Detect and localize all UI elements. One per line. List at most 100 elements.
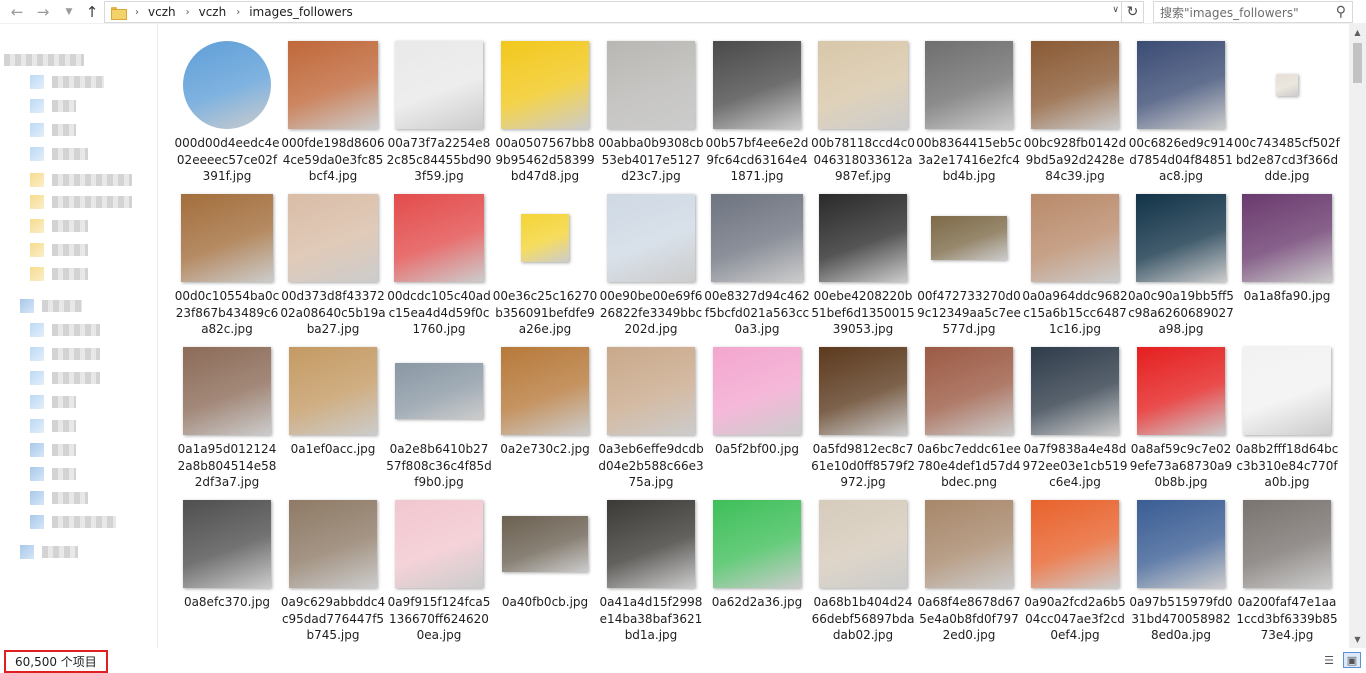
nav-item[interactable] [30,514,116,530]
file-name: 0a6bc7eddc61ee780e4def1d57d4bdec.png [917,442,1021,489]
nav-item[interactable] [20,298,82,314]
file-tile[interactable]: 00e36c25c16270b356091befdfe9a26e.jpg [492,189,598,339]
file-tile[interactable]: 00e8327d94c462f5bcfd021a563cc0a3.jpg [704,189,810,339]
file-name: 0a97b515979fd031bd4700589828ed0a.jpg [1129,595,1233,642]
file-tile[interactable]: 0a5fd9812ec8c761e10d0ff8579f2972.jpg [810,342,916,492]
nav-item[interactable] [30,242,88,258]
file-tile[interactable]: 0a1ef0acc.jpg [280,342,386,492]
thumbnail-frame [1029,345,1121,437]
chevron-right-icon[interactable]: › [135,6,139,18]
file-tile[interactable]: 00b78118ccd4c0046318033612a987ef.jpg [810,36,916,186]
file-tile[interactable]: 0a0a964ddc9682c15a6b15cc64871c16.jpg [1022,189,1128,339]
nav-item[interactable] [30,146,88,162]
image-thumbnail [1031,347,1119,435]
nav-item[interactable] [30,122,76,138]
file-tile[interactable]: 00bc928fb0142d9bd5a92d2428e84c39.jpg [1022,36,1128,186]
chevron-right-icon[interactable]: › [236,6,241,18]
file-tile[interactable]: 0a7f9838a4e48d972ee03e1cb519c6e4.jpg [1022,342,1128,492]
back-button[interactable]: ← [6,2,28,22]
file-tile[interactable]: 00abba0b9308cb53eb4017e5127d23c7.jpg [598,36,704,186]
file-tile[interactable]: 000fde198d86064ce59da0e3fc85bcf4.jpg [280,36,386,186]
details-view-button[interactable]: ☰ [1320,652,1338,668]
file-tile[interactable]: 0a2e730c2.jpg [492,342,598,492]
nav-item[interactable] [30,322,100,338]
nav-item[interactable] [30,442,76,458]
path-box[interactable]: › vczh › vczh › images_followers ∨ [104,1,1122,23]
file-tile[interactable]: 0a97b515979fd031bd4700589828ed0a.jpg [1128,495,1234,645]
file-tile[interactable]: 00e90be00e69f626822fe3349bbc202d.jpg [598,189,704,339]
scrollbar-thumb[interactable] [1353,43,1362,83]
image-thumbnail [925,500,1013,588]
file-tile[interactable]: 0a200faf47e1aa1ccd3bf6339b8573e4.jpg [1234,495,1340,645]
file-tile[interactable]: 0a0c90a19bb5ff5c98a6260689027a98.jpg [1128,189,1234,339]
nav-item[interactable] [4,52,84,68]
blurred-label [52,174,132,186]
nav-item[interactable] [30,266,88,282]
file-tile[interactable]: 000d00d4eedc4e02eeeec57ce02f391f.jpg [174,36,280,186]
file-tile[interactable]: 0a8af59c9c7e029efe73a68730a90b8b.jpg [1128,342,1234,492]
folder-icon [111,6,127,20]
file-tile[interactable]: 0a62d2a36.jpg [704,495,810,645]
large-icons-view-button[interactable]: ▣ [1343,652,1361,668]
file-tile[interactable]: 00ebe4208220b51bef6d135001539053.jpg [810,189,916,339]
search-input[interactable]: 搜索"images_followers" ⚲ [1153,1,1353,23]
nav-item[interactable] [30,370,100,386]
file-tile[interactable]: 00f472733270d09c12349aa5c7ee577d.jpg [916,189,1022,339]
file-tile[interactable]: 00c6826ed9c914d7854d04f84851ac8.jpg [1128,36,1234,186]
file-tile[interactable]: 0a9f915f124fca5136670ff6246200ea.jpg [386,495,492,645]
recent-locations-button[interactable]: ▼ [58,2,80,22]
file-tile[interactable]: 00a0507567bb89b95462d58399bd47d8.jpg [492,36,598,186]
file-tile[interactable]: 0a8efc370.jpg [174,495,280,645]
nav-item[interactable] [30,194,132,210]
file-tile[interactable]: 00d373d8f4337202a08640c5b19aba27.jpg [280,189,386,339]
file-tile[interactable]: 0a1a95d0121242a8b804514e582df3a7.jpg [174,342,280,492]
file-tile[interactable]: 0a3eb6effe9dcdbd04e2b588c66e375a.jpg [598,342,704,492]
file-tile[interactable]: 0a9c629abbddc4c95dad776447f5b745.jpg [280,495,386,645]
breadcrumb-item[interactable]: vczh [148,5,176,19]
file-tile[interactable]: 0a41a4d15f2998e14ba38baf3621bd1a.jpg [598,495,704,645]
thumbnail-frame [711,498,803,590]
nav-item[interactable] [30,218,88,234]
search-icon[interactable]: ⚲ [1335,4,1346,20]
file-tile[interactable]: 0a6bc7eddc61ee780e4def1d57d4bdec.png [916,342,1022,492]
nav-item[interactable] [30,418,76,434]
file-tile[interactable]: 0a68b1b404d2466debf56897bdadab02.jpg [810,495,916,645]
item-count: 60,500 个项目 [4,650,108,673]
file-tile[interactable]: 0a5f2bf00.jpg [704,342,810,492]
nav-item[interactable] [30,172,132,188]
file-tile[interactable]: 00dcdc105c40adc15ea4d4d59f0c1760.jpg [386,189,492,339]
image-thumbnail [819,194,907,282]
file-tile[interactable]: 0a40fb0cb.jpg [492,495,598,645]
file-tile[interactable]: 00a73f7a2254e82c85c84455bd903f59.jpg [386,36,492,186]
file-tile[interactable]: 0a8b2fff18d64bcc3b310e84c770fa0b.jpg [1234,342,1340,492]
file-tile[interactable]: 00d0c10554ba0c23f867b43489c6a82c.jpg [174,189,280,339]
refresh-button[interactable]: ↻ [1122,1,1144,23]
file-tile[interactable]: 0a68f4e8678d675e4a0b8fd0f7972ed0.jpg [916,495,1022,645]
thumbnail-frame [923,192,1015,284]
nav-item[interactable] [30,490,88,506]
file-tile[interactable]: 00c743485cf502fbd2e87cd3f366ddde.jpg [1234,36,1340,186]
nav-item[interactable] [30,346,100,362]
nav-item[interactable] [30,98,76,114]
forward-button[interactable]: → [32,2,54,22]
vertical-scrollbar[interactable]: ▲ ▼ [1349,24,1366,648]
file-tile[interactable]: 0a90a2fcd2a6b504cc047ae3f2cd0ef4.jpg [1022,495,1128,645]
breadcrumb-current[interactable]: images_followers [249,5,353,19]
nav-item[interactable] [30,466,76,482]
file-tile[interactable]: 00b8364415eb5c3a2e17416e2fc4bd4b.jpg [916,36,1022,186]
file-tile[interactable]: 0a1a8fa90.jpg [1234,189,1340,339]
thumbnail-frame [287,39,379,131]
breadcrumb-item[interactable]: vczh [198,5,227,19]
file-tile[interactable]: 0a2e8b6410b2757f808c36c4f85df9b0.jpg [386,342,492,492]
chevron-right-icon[interactable]: › [185,6,190,18]
file-name: 0a8b2fff18d64bcc3b310e84c770fa0b.jpg [1235,442,1339,489]
scroll-up-icon[interactable]: ▲ [1354,28,1361,37]
file-tile[interactable]: 00b57bf4ee6e2d9fc64cd63164e41871.jpg [704,36,810,186]
chevron-down-icon[interactable]: ∨ [1112,5,1119,15]
image-thumbnail [931,216,1007,260]
nav-item[interactable] [30,74,104,90]
nav-item[interactable] [30,394,76,410]
up-button[interactable]: ↑ [81,2,103,22]
nav-item[interactable] [20,544,78,560]
scroll-down-icon[interactable]: ▼ [1354,635,1361,644]
